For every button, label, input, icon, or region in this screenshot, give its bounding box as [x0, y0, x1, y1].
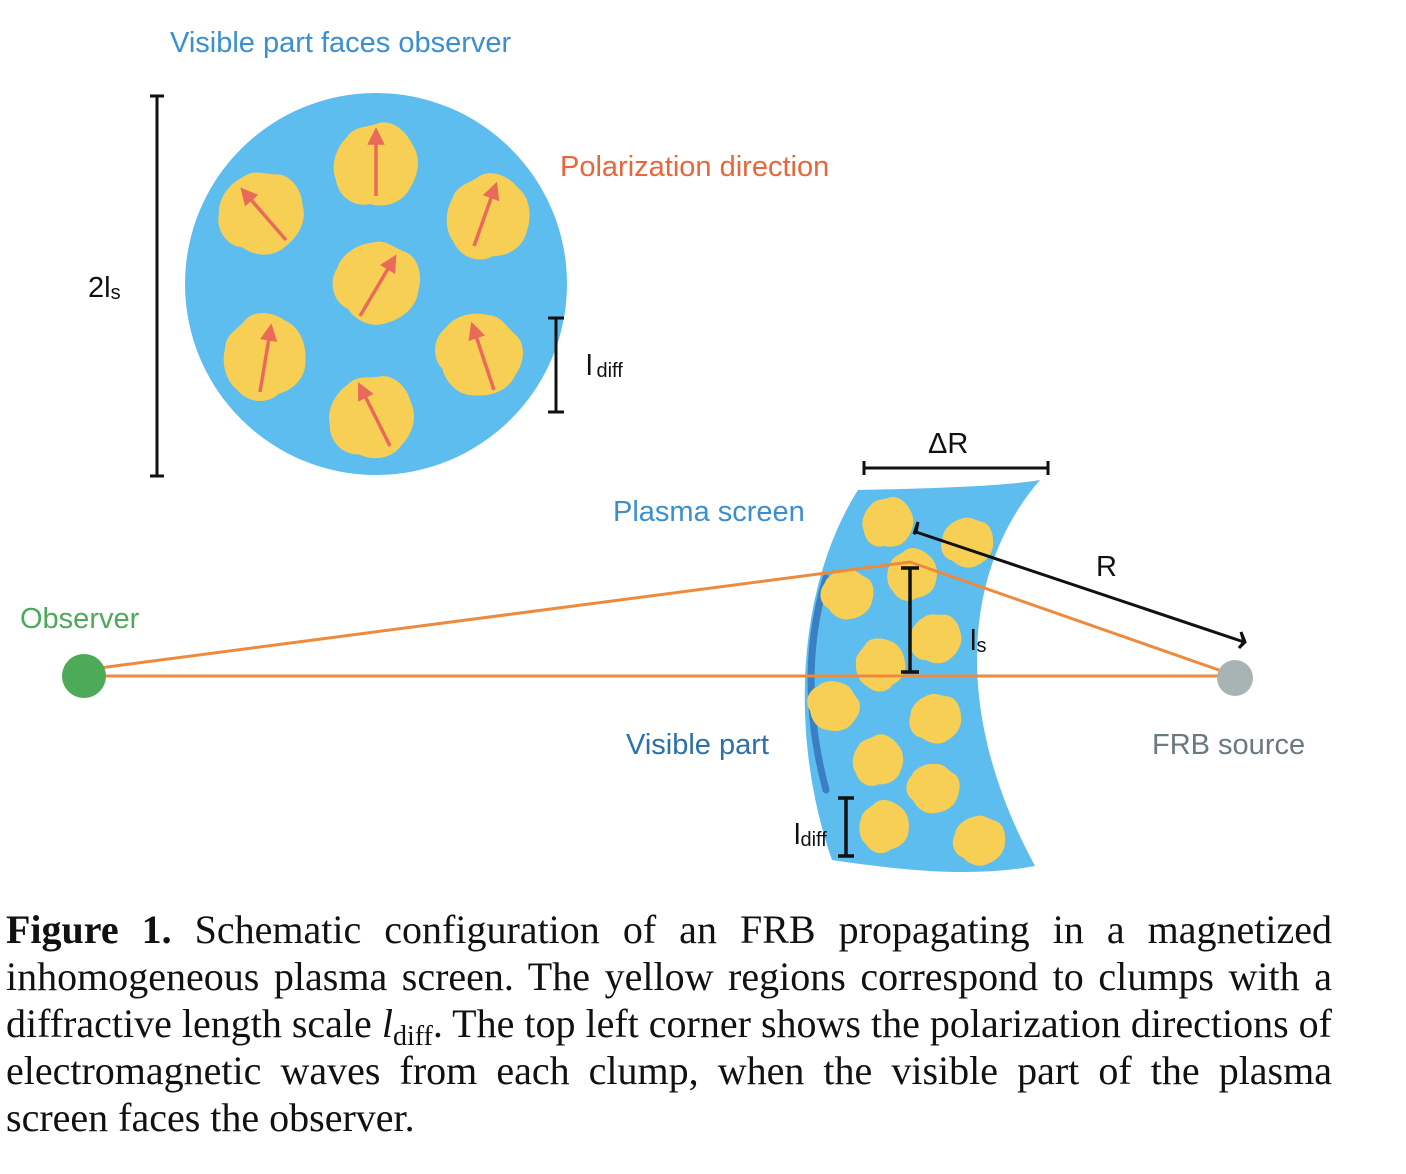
ldiff-scale-bar-top [548, 316, 564, 414]
caption-text-after: . The top left corner shows the polariza… [6, 1001, 1332, 1140]
delta-r-scale-bar [862, 461, 1050, 475]
ray-paths [83, 560, 1237, 678]
ldiff-scale-bar-bottom [838, 796, 854, 858]
r-measure-line [912, 521, 1247, 650]
figure-caption: Figure 1. Schematic configuration of an … [6, 906, 1332, 1141]
polarization-arrows [240, 127, 500, 447]
polarization-arrow [472, 181, 500, 247]
two-ls-scale-bar [150, 94, 164, 478]
observer-label: Observer [20, 603, 140, 635]
caption-label: Figure 1. [6, 907, 172, 952]
caption-symbol-sub: diff [392, 1021, 433, 1052]
polarization-arrow [258, 323, 278, 393]
polarization-arrow [358, 254, 397, 317]
polarization-arrow [240, 187, 288, 242]
r-label: R [1096, 551, 1117, 583]
visible-part-arc [807, 574, 830, 794]
caption-text-before: Schematic configuration of an FRB propag… [6, 907, 1333, 1046]
frb-source-label: FRB source [1152, 729, 1305, 761]
visible-faces-label: Visible part faces observer [170, 27, 512, 59]
observer-dot [62, 654, 106, 698]
visible-part-label: Visible part [626, 729, 769, 761]
ls-scale-bar [901, 566, 919, 674]
polarization-label: Polarization direction [560, 151, 829, 183]
schematic-figure: 2ls l diff Visible part faces observer Po… [20, 27, 1305, 875]
ls-label: ls [970, 625, 986, 657]
ldiff-label-bottom: ldiff [794, 819, 827, 851]
frb-source-dot [1217, 660, 1253, 696]
polarization-arrow [358, 382, 392, 447]
delta-r-label: ΔR [928, 428, 968, 460]
polarization-arrow [468, 321, 496, 391]
ldiff-label-top: l diff [586, 350, 623, 382]
caption-symbol: l [381, 1001, 393, 1046]
two-ls-label: 2ls [88, 272, 121, 304]
plasma-screen-label: Plasma screen [613, 496, 805, 528]
